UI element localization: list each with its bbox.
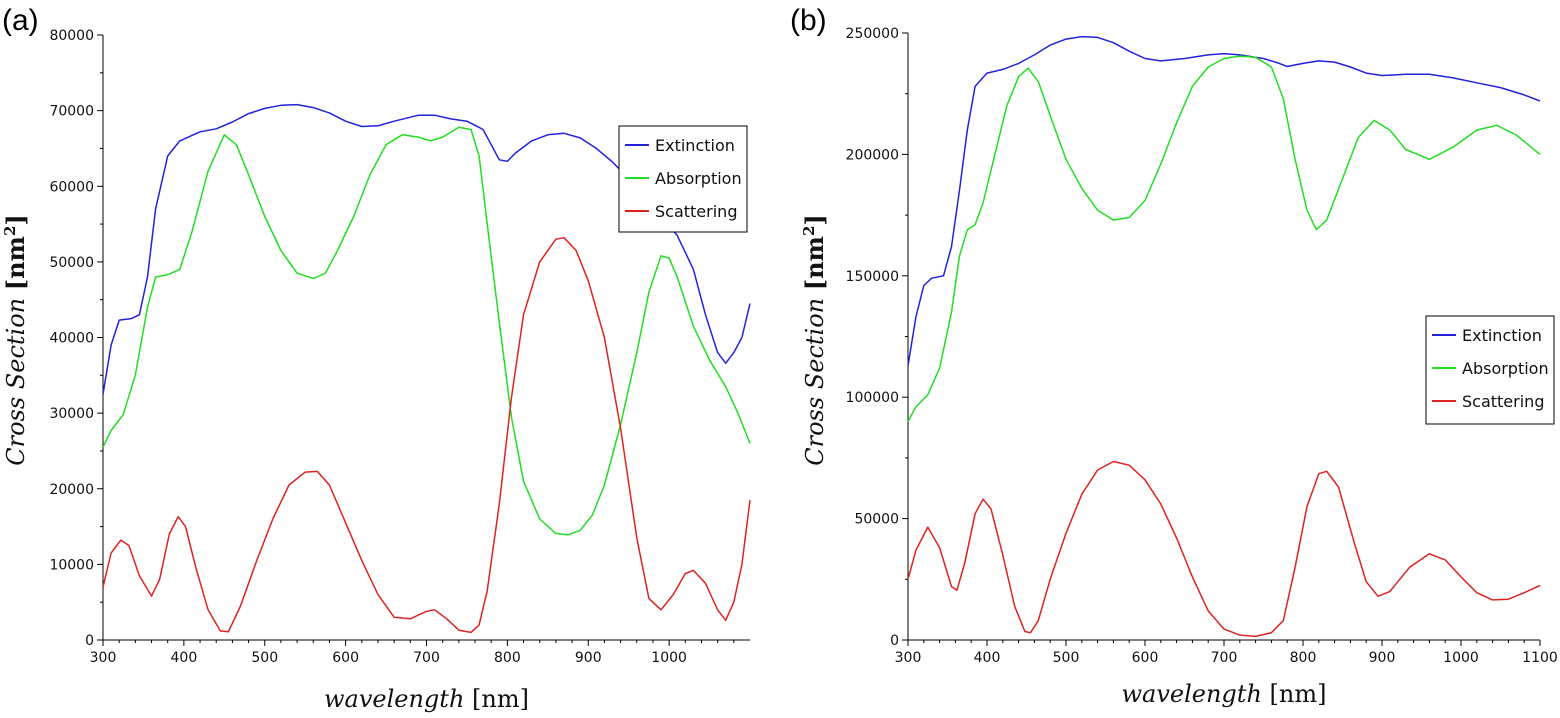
y-axis-title: Cross Section [nm2] <box>800 214 829 466</box>
y-axis-unit-exponent: 2 <box>800 226 818 236</box>
legend-entry: Scattering <box>1462 392 1544 411</box>
y-axis-unit: [nm <box>800 236 829 290</box>
x-tick-label: 1100 <box>1522 650 1558 666</box>
chart-panel-b: (b) 0 50000 100000 150000 200000 250000 300 400 5… <box>790 4 1558 708</box>
x-tick-label: 1000 <box>1443 650 1479 666</box>
x-tick-label: 700 <box>413 650 440 666</box>
y-tick-label: 60000 <box>49 179 94 195</box>
x-axis-quantity: wavelength <box>1121 680 1261 708</box>
x-tick-label: 900 <box>1369 650 1396 666</box>
y-axis-unit: [nm <box>1 236 30 290</box>
y-tick-label: 100000 <box>846 390 899 406</box>
series-line-extinction <box>907 35 1541 366</box>
y-axis-title: Cross Section [nm2] <box>1 214 30 466</box>
y-axis-quantity: Cross Section <box>801 298 829 466</box>
x-tick-label: 300 <box>90 650 117 666</box>
legend-entry: Extinction <box>1462 326 1542 345</box>
y-tick-label: 200000 <box>846 147 899 163</box>
legend: Extinction Absorption Scattering <box>618 125 748 233</box>
y-tick-label: 50000 <box>49 255 94 271</box>
x-axis-title: wavelength [nm] <box>324 685 529 713</box>
y-tick-label: 10000 <box>49 557 94 573</box>
legend: Extinction Absorption Scattering <box>1425 315 1555 425</box>
y-tick-label: 80000 <box>49 28 94 44</box>
x-tick-label: 400 <box>171 650 198 666</box>
y-tick-label: 0 <box>85 633 94 649</box>
x-axis-unit: [nm] <box>472 685 529 713</box>
series-line-absorption <box>102 126 751 536</box>
panel-label: (a) <box>2 4 39 37</box>
y-tick-label: 150000 <box>846 269 899 285</box>
y-tick-label: 0 <box>890 633 899 649</box>
y-tick-label: 40000 <box>49 331 94 347</box>
x-tick-label: 800 <box>494 650 521 666</box>
chart-panel-a: (a) 0 10000 20000 30000 40000 50000 60000 70000 8… <box>1 4 751 713</box>
x-tick-label: 700 <box>1211 650 1238 666</box>
legend-entry: Absorption <box>655 169 742 188</box>
x-tick-label: 400 <box>974 650 1001 666</box>
x-tick-label: 500 <box>251 650 278 666</box>
x-tick-label: 300 <box>895 650 922 666</box>
x-tick-label: 900 <box>575 650 602 666</box>
x-axis-unit: [nm] <box>1270 680 1327 708</box>
series-line-scattering <box>907 460 1541 638</box>
y-tick-label: 20000 <box>49 482 94 498</box>
y-tick-label: 250000 <box>846 26 899 42</box>
x-tick-label: 600 <box>332 650 359 666</box>
x-axis-title: wavelength [nm] <box>1121 680 1326 708</box>
y-tick-label: 30000 <box>49 406 94 422</box>
y-axis-unit-close: ] <box>1 214 30 225</box>
x-tick-label: 500 <box>1053 650 1080 666</box>
y-axis-quantity: Cross Section <box>2 298 30 466</box>
series-line-absorption <box>907 55 1541 422</box>
x-axis-quantity: wavelength <box>324 685 464 713</box>
y-axis-unit-exponent: 2 <box>1 226 19 236</box>
y-tick-label: 70000 <box>49 104 94 120</box>
x-tick-label: 1000 <box>651 650 687 666</box>
y-tick-label: 50000 <box>854 512 899 528</box>
legend-entry: Absorption <box>1462 359 1549 378</box>
panel-label: (b) <box>790 4 827 37</box>
legend-entry: Extinction <box>655 136 735 155</box>
legend-entry: Scattering <box>655 202 737 221</box>
series-line-scattering <box>102 236 751 634</box>
y-axis-unit-close: ] <box>800 214 829 225</box>
x-tick-label: 800 <box>1290 650 1317 666</box>
x-tick-label: 600 <box>1132 650 1159 666</box>
